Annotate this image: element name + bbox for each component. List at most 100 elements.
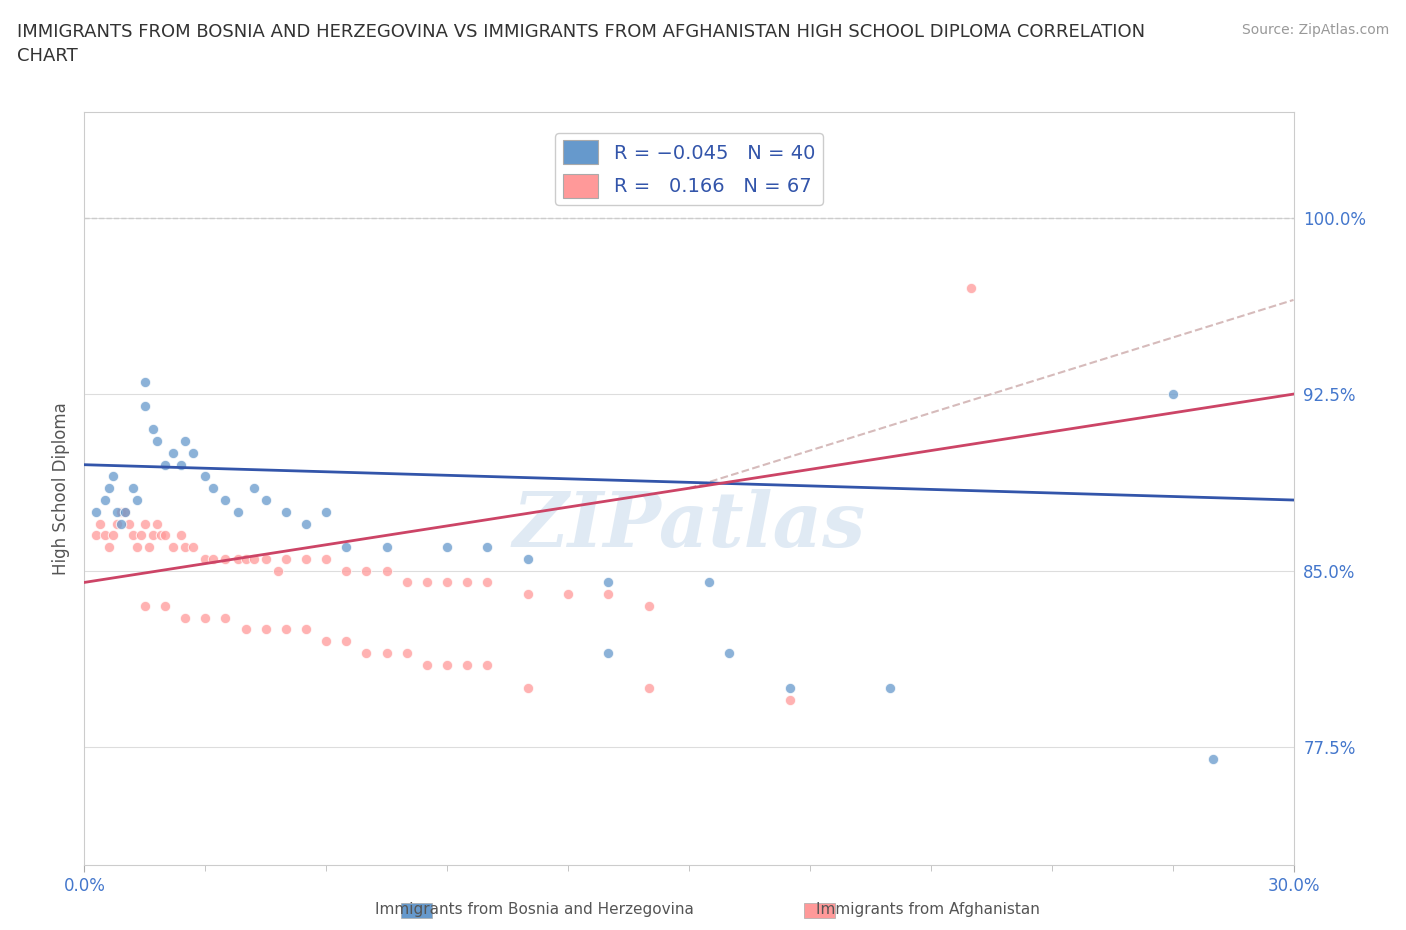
Point	[134, 375, 156, 390]
Point	[89, 516, 111, 531]
Point	[214, 551, 236, 566]
Text: Source: ZipAtlas.com: Source: ZipAtlas.com	[1241, 23, 1389, 37]
Point	[162, 539, 184, 554]
Point	[101, 469, 124, 484]
Point	[162, 445, 184, 460]
Point	[110, 516, 132, 531]
Point	[516, 681, 538, 696]
Point	[1161, 387, 1184, 402]
Point	[879, 681, 901, 696]
Point	[146, 516, 169, 531]
Point	[170, 458, 193, 472]
Point	[416, 575, 439, 590]
Point	[181, 539, 204, 554]
Text: Immigrants from Afghanistan: Immigrants from Afghanistan	[815, 902, 1040, 917]
Point	[395, 645, 418, 660]
Text: ZIPatlas: ZIPatlas	[512, 489, 866, 563]
Point	[242, 481, 264, 496]
Point	[315, 634, 337, 649]
Point	[134, 599, 156, 614]
Point	[153, 458, 176, 472]
Point	[375, 645, 398, 660]
Point	[194, 469, 217, 484]
Point	[174, 433, 197, 448]
Point	[226, 504, 249, 519]
Point	[97, 539, 120, 554]
Point	[194, 610, 217, 625]
Point	[335, 634, 357, 649]
Text: Immigrants from Bosnia and Herzegovina: Immigrants from Bosnia and Herzegovina	[375, 902, 693, 917]
Point	[375, 539, 398, 554]
Point	[557, 587, 579, 602]
Point	[477, 539, 499, 554]
Point	[93, 528, 115, 543]
Point	[375, 564, 398, 578]
Point	[214, 493, 236, 508]
Point	[110, 504, 132, 519]
Point	[335, 564, 357, 578]
Point	[356, 645, 378, 660]
Point	[274, 551, 297, 566]
Point	[149, 528, 172, 543]
Point	[254, 622, 277, 637]
Point	[295, 516, 318, 531]
Point	[436, 539, 458, 554]
Point	[436, 658, 458, 672]
Point	[254, 493, 277, 508]
Point	[101, 528, 124, 543]
Point	[598, 575, 620, 590]
Point	[315, 551, 337, 566]
Point	[202, 551, 225, 566]
Point	[295, 551, 318, 566]
Point	[598, 587, 620, 602]
Point	[516, 587, 538, 602]
Point	[97, 481, 120, 496]
Point	[598, 645, 620, 660]
Point	[436, 575, 458, 590]
Point	[315, 504, 337, 519]
Point	[456, 575, 478, 590]
Text: IMMIGRANTS FROM BOSNIA AND HERZEGOVINA VS IMMIGRANTS FROM AFGHANISTAN HIGH SCHOO: IMMIGRANTS FROM BOSNIA AND HERZEGOVINA V…	[17, 23, 1144, 65]
Point	[267, 564, 290, 578]
Point	[214, 610, 236, 625]
Point	[125, 539, 148, 554]
Point	[779, 681, 801, 696]
Point	[274, 504, 297, 519]
Point	[960, 281, 983, 296]
Point	[356, 564, 378, 578]
Point	[254, 551, 277, 566]
Point	[86, 528, 108, 543]
Point	[456, 658, 478, 672]
Point	[105, 516, 128, 531]
Point	[129, 528, 152, 543]
Point	[274, 622, 297, 637]
Legend: R = −0.045   N = 40, R =   0.166   N = 67: R = −0.045 N = 40, R = 0.166 N = 67	[555, 133, 823, 206]
Point	[395, 575, 418, 590]
Point	[153, 599, 176, 614]
Point	[335, 539, 357, 554]
Point	[114, 504, 136, 519]
Point	[174, 539, 197, 554]
Point	[146, 433, 169, 448]
Point	[93, 493, 115, 508]
Point	[170, 528, 193, 543]
Point	[235, 551, 257, 566]
Point	[226, 551, 249, 566]
Point	[477, 658, 499, 672]
Point	[295, 622, 318, 637]
Point	[153, 528, 176, 543]
Point	[779, 693, 801, 708]
Point	[174, 610, 197, 625]
Point	[125, 493, 148, 508]
Point	[105, 504, 128, 519]
Y-axis label: High School Diploma: High School Diploma	[52, 402, 70, 575]
Point	[138, 539, 160, 554]
Point	[416, 658, 439, 672]
Point	[637, 681, 659, 696]
Point	[637, 599, 659, 614]
Point	[202, 481, 225, 496]
Point	[114, 504, 136, 519]
Point	[121, 528, 143, 543]
Point	[242, 551, 264, 566]
Point	[718, 645, 741, 660]
